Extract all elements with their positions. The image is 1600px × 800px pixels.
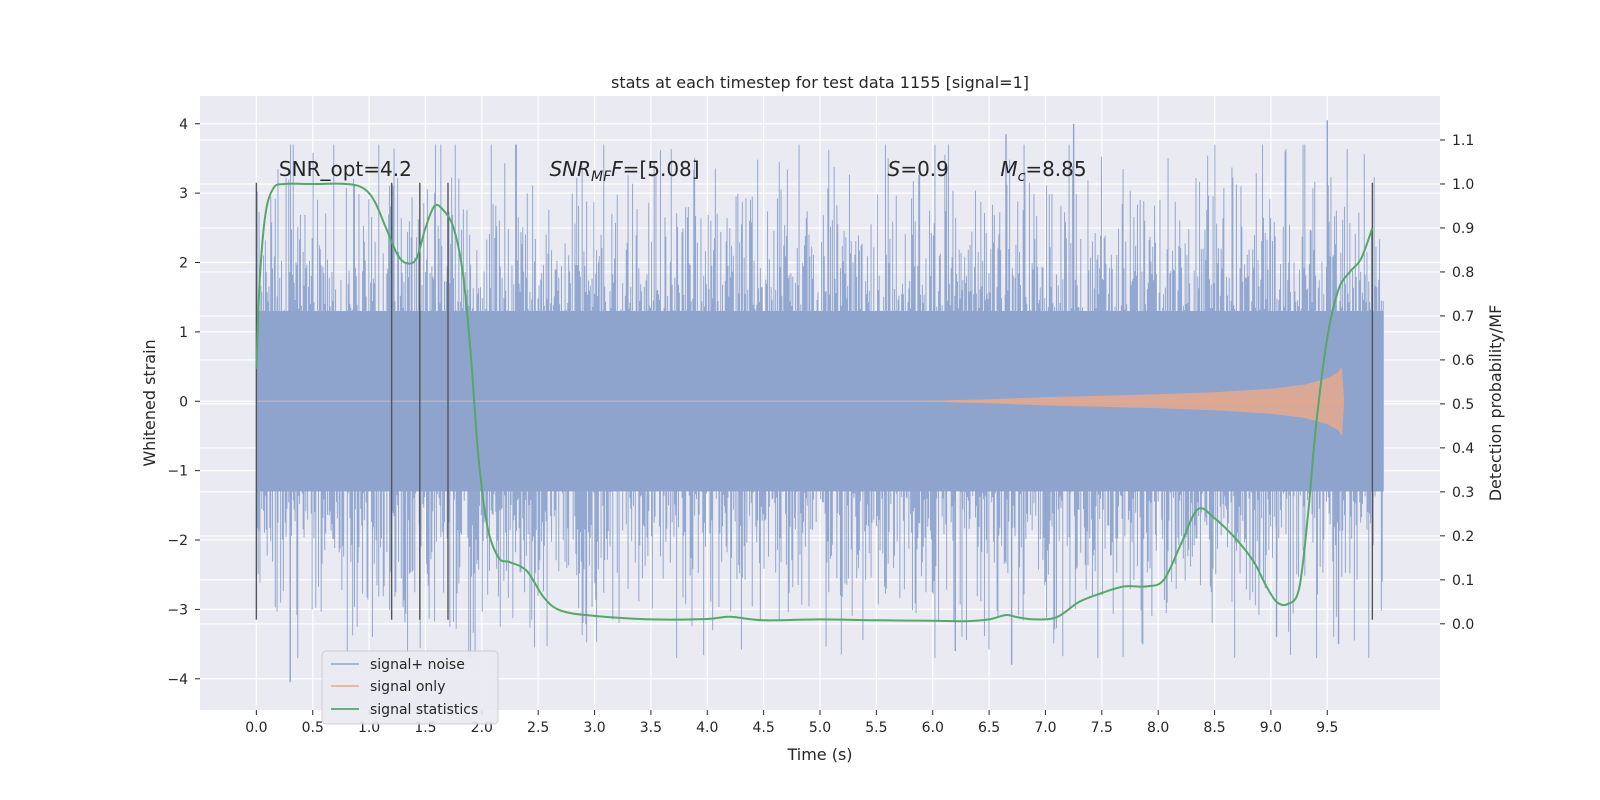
y-tick-label-left: 0 (179, 394, 188, 410)
signal-envelope (910, 366, 1345, 436)
signal-only-series (256, 366, 1345, 436)
y-tick-label-right: 0.4 (1452, 441, 1474, 457)
y-tick-label-left: 3 (179, 186, 188, 202)
y-tick-label-left: −4 (167, 672, 188, 688)
x-ticks: 0.0 0.5 1.0 1.5 2.0 2.5 3.0 3.5 4.0 4.5 5.0 5.5 6.0 6… (245, 710, 1338, 736)
y-tick-label-right: 0.8 (1452, 265, 1474, 281)
y-tick-label-right: 0.1 (1452, 573, 1474, 589)
y-tick-label-right: 0.7 (1452, 309, 1474, 325)
legend-label-signal-statistics: signal statistics (370, 702, 478, 718)
y-tick-label-left: 1 (179, 325, 188, 341)
annotation-snr-mf: SNRMFF=[5.08] (549, 157, 699, 185)
annotation-s: S=0.9 (888, 157, 949, 181)
x-tick-label: 6.5 (978, 720, 1000, 736)
x-tick-label: 4.0 (696, 720, 718, 736)
y-tick-label-right: 1.0 (1452, 177, 1474, 193)
legend: signal+ noise signal only signal statist… (321, 650, 499, 725)
x-tick-label: 0.0 (245, 720, 267, 736)
annotation-snr-opt: SNR_opt=4.2 (279, 157, 412, 181)
statistics-line (255, 182, 1374, 623)
x-tick-label: 3.0 (583, 720, 605, 736)
y-tick-label-left: 2 (179, 256, 188, 272)
x-tick-label: 7.5 (1091, 720, 1113, 736)
y-tick-label-right: 0.5 (1452, 397, 1474, 413)
y-tick-label-right: 0.0 (1452, 617, 1474, 633)
x-tick-label: 7.0 (1034, 720, 1056, 736)
y-axis-label-left: Whitened strain (140, 339, 159, 466)
x-tick-label: 3.5 (640, 720, 662, 736)
y-ticks-left: −4 −3 −2 −1 0 1 2 3 4 (167, 117, 200, 688)
y-tick-label-left: −3 (167, 602, 188, 618)
x-tick-label: 0.5 (302, 720, 324, 736)
y-ticks-right: 0.0 0.1 0.2 0.3 0.4 0.5 0.6 0.7 0.8 0.9 1.0 1.1 (1440, 133, 1474, 633)
legend-box (321, 650, 499, 725)
x-tick-label: 2.5 (527, 720, 549, 736)
annotations: SNR_opt=4.2 SNRMFF=[5.08] S=0.9 Mc=8.85 (279, 157, 1087, 185)
x-tick-label: 8.5 (1203, 720, 1225, 736)
x-tick-label: 9.5 (1316, 720, 1338, 736)
x-tick-label: 8.0 (1147, 720, 1169, 736)
y-tick-label-right: 1.1 (1452, 133, 1474, 149)
y-axis-label-right: Detection probability/MF (1486, 305, 1505, 502)
legend-label-signal-noise: signal+ noise (370, 657, 465, 673)
y-tick-label-right: 0.2 (1452, 529, 1474, 545)
chart-title: stats at each timestep for test data 115… (611, 73, 1029, 92)
annotation-mc: Mc=8.85 (1000, 157, 1086, 185)
x-tick-label: 4.5 (753, 720, 775, 736)
y-tick-label-left: 4 (179, 117, 188, 133)
signal-statistics-series (255, 182, 1374, 623)
vertical-markers (255, 182, 1374, 620)
y-tick-label-left: −1 (167, 464, 188, 480)
y-tick-label-left: −2 (167, 533, 188, 549)
x-tick-label: 5.5 (865, 720, 887, 736)
x-tick-label: 9.0 (1260, 720, 1282, 736)
x-axis-label: Time (s) (786, 745, 852, 764)
x-tick-label: 6.0 (922, 720, 944, 736)
y-tick-label-right: 0.3 (1452, 485, 1474, 501)
legend-label-signal-only: signal only (370, 679, 445, 695)
x-tick-label: 5.0 (809, 720, 831, 736)
y-tick-label-right: 0.6 (1452, 353, 1474, 369)
y-tick-label-right: 0.9 (1452, 221, 1474, 237)
